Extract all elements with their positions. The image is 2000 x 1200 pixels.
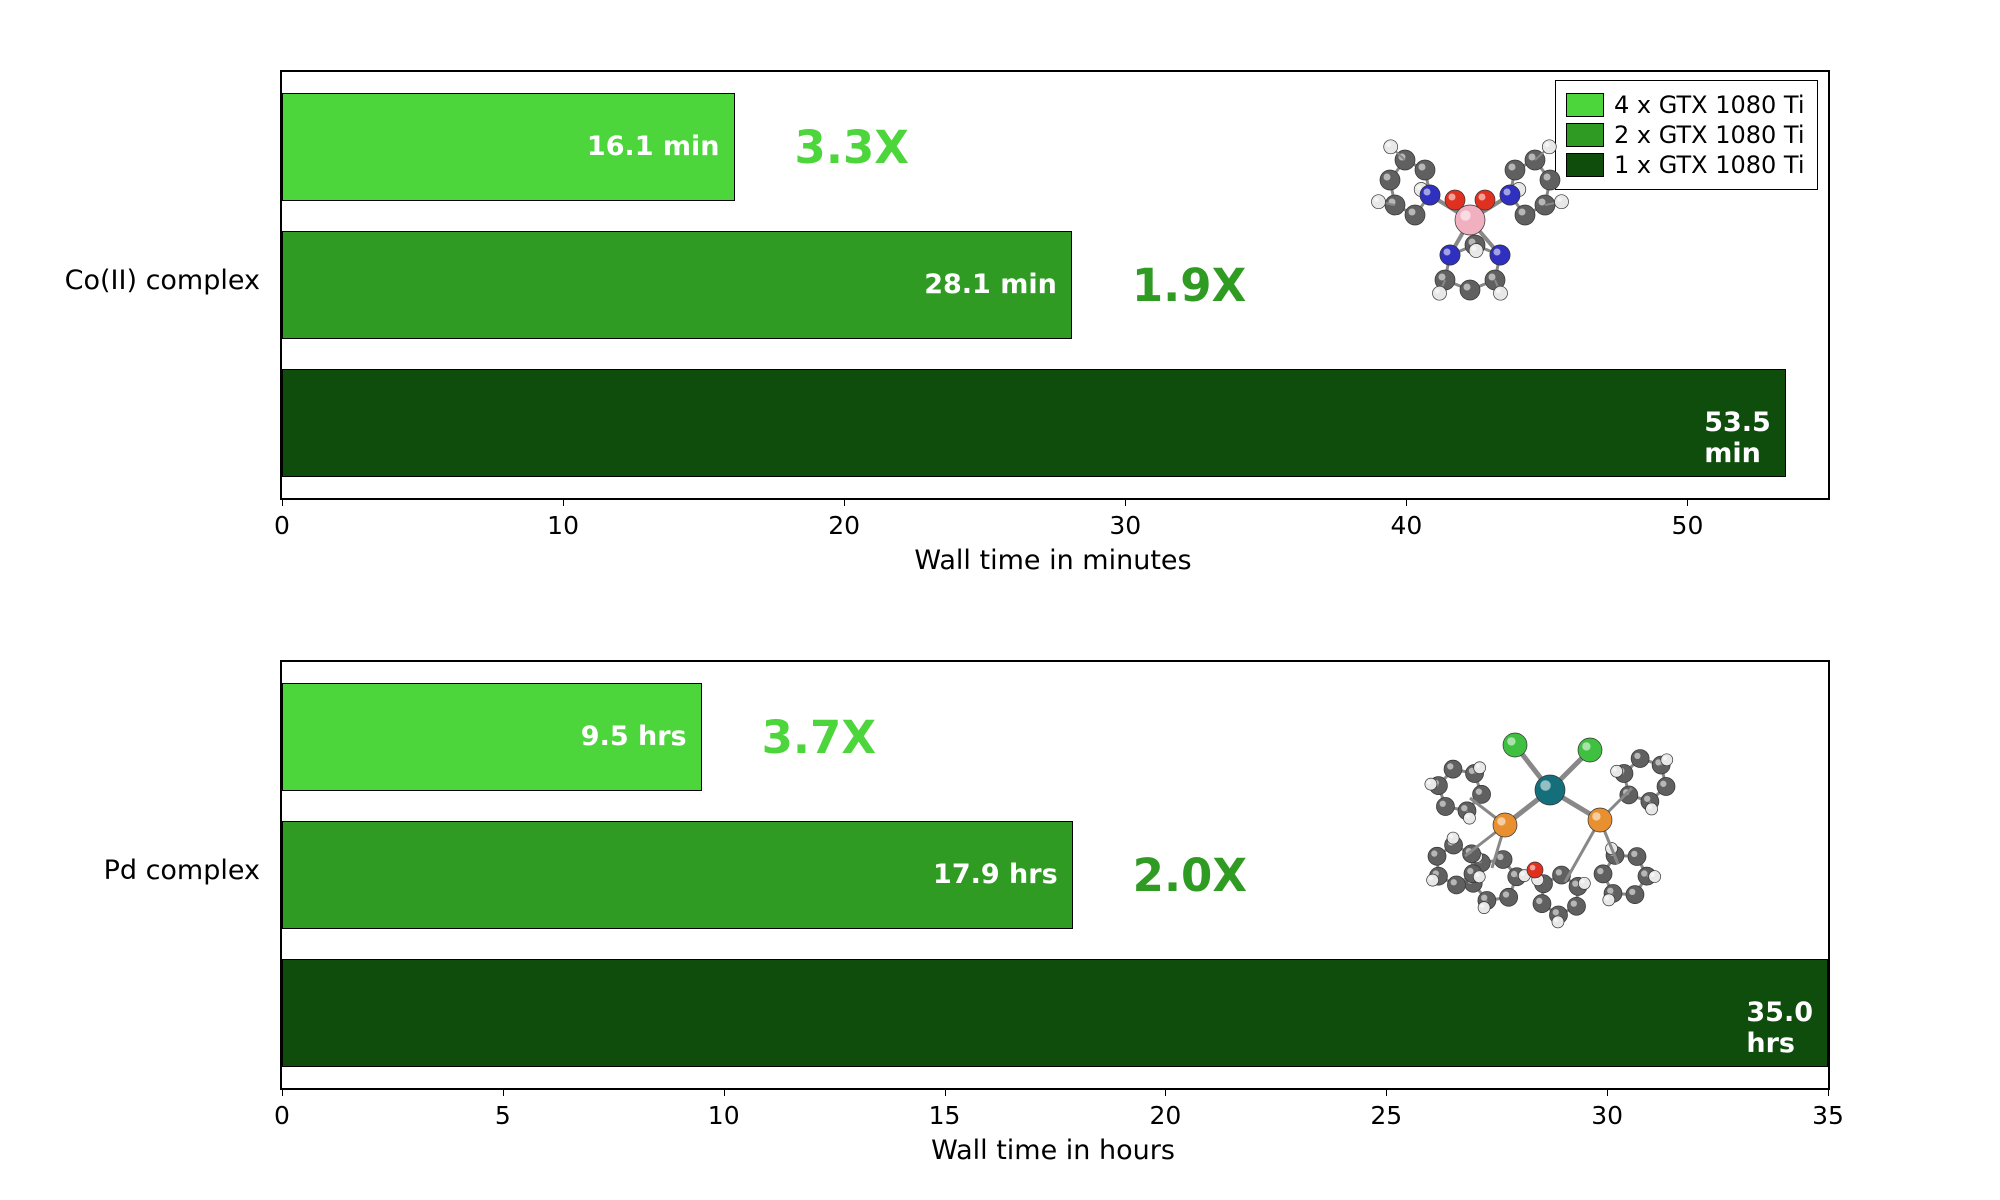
bar xyxy=(282,369,1786,477)
legend-label: 4 x GTX 1080 Ti xyxy=(1614,91,1805,119)
molecule-co-complex xyxy=(1360,105,1580,325)
speedup-label: 1.9X xyxy=(1132,259,1246,312)
x-tick-label: 5 xyxy=(495,1101,511,1130)
speedup-label: 3.7X xyxy=(762,711,876,764)
legend-label: 1 x GTX 1080 Ti xyxy=(1614,151,1805,179)
chart2-y-label: Pd complex xyxy=(30,855,260,886)
x-tick-label: 30 xyxy=(1109,511,1141,540)
x-tick-label: 0 xyxy=(274,1101,290,1130)
x-tick-label: 10 xyxy=(547,511,579,540)
legend-item: 4 x GTX 1080 Ti xyxy=(1566,91,1805,119)
bar-value-label: 28.1 min xyxy=(924,269,1057,300)
x-tick xyxy=(563,498,564,506)
x-tick xyxy=(1406,498,1407,506)
x-tick xyxy=(945,1088,946,1096)
x-tick-label: 35 xyxy=(1812,1101,1844,1130)
x-tick-label: 30 xyxy=(1591,1101,1623,1130)
x-tick-label: 40 xyxy=(1390,511,1422,540)
chart1-y-label: Co(II) complex xyxy=(30,265,260,296)
x-tick-label: 50 xyxy=(1672,511,1704,540)
x-tick xyxy=(1828,1088,1829,1096)
x-tick xyxy=(503,1088,504,1096)
molecule-pd-complex xyxy=(1400,670,1690,940)
x-tick xyxy=(282,498,283,506)
speedup-label: 2.0X xyxy=(1133,849,1247,902)
legend-item: 1 x GTX 1080 Ti xyxy=(1566,151,1805,179)
x-tick xyxy=(1386,1088,1387,1096)
legend-label: 2 x GTX 1080 Ti xyxy=(1614,121,1805,149)
bar-value-label: 9.5 hrs xyxy=(581,721,687,752)
x-tick-label: 25 xyxy=(1370,1101,1402,1130)
bar-value-label: 53.5 min xyxy=(1704,407,1771,469)
x-tick-label: 15 xyxy=(929,1101,961,1130)
x-tick-label: 20 xyxy=(1150,1101,1182,1130)
x-tick xyxy=(282,1088,283,1096)
x-tick xyxy=(1607,1088,1608,1096)
x-tick xyxy=(1165,1088,1166,1096)
chart1-x-label: Wall time in minutes xyxy=(280,545,1826,576)
x-tick xyxy=(724,1088,725,1096)
x-tick-label: 10 xyxy=(708,1101,740,1130)
x-tick xyxy=(1687,498,1688,506)
x-tick-label: 20 xyxy=(828,511,860,540)
bar xyxy=(282,959,1828,1067)
bar-value-label: 17.9 hrs xyxy=(933,859,1058,890)
x-tick-label: 0 xyxy=(274,511,290,540)
bar-value-label: 16.1 min xyxy=(587,131,720,162)
speedup-label: 3.3X xyxy=(795,121,909,174)
x-tick xyxy=(1125,498,1126,506)
x-tick xyxy=(844,498,845,506)
bar-value-label: 35.0 hrs xyxy=(1746,997,1813,1059)
legend: 4 x GTX 1080 Ti2 x GTX 1080 Ti1 x GTX 10… xyxy=(1555,80,1818,190)
legend-item: 2 x GTX 1080 Ti xyxy=(1566,121,1805,149)
chart2-x-label: Wall time in hours xyxy=(280,1135,1826,1166)
